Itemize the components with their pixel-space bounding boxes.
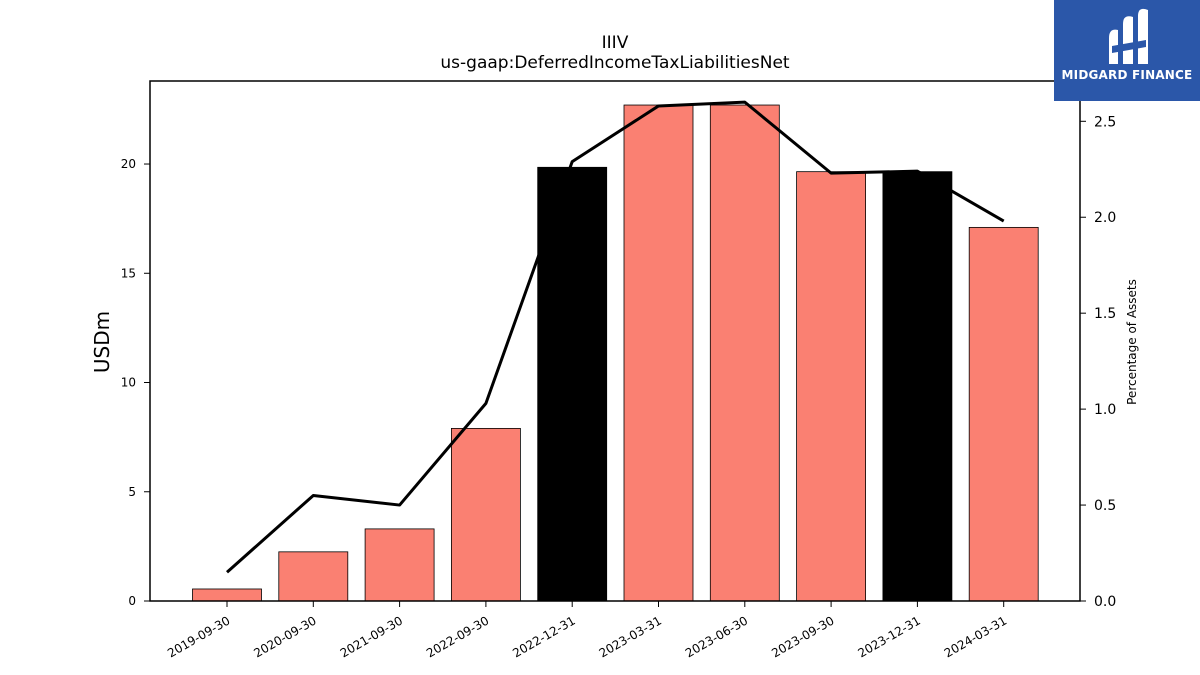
bar xyxy=(537,166,608,602)
bars-group xyxy=(192,104,1039,602)
chart-subtitle: us-gaap:DeferredIncomeTaxLiabilitiesNet xyxy=(440,53,790,73)
y2-tick-label: 0.5 xyxy=(1094,498,1116,514)
bar xyxy=(709,104,780,602)
bar xyxy=(796,171,866,602)
bar xyxy=(278,551,349,602)
plot-frame xyxy=(149,80,1081,602)
y2-axis-label: Percentage of Assets xyxy=(1125,279,1139,405)
y2-tick-label: 1.5 xyxy=(1094,306,1116,322)
y-tick-label: 5 xyxy=(128,485,136,499)
logo-text: MIDGARD FINANCE xyxy=(1061,68,1193,82)
x-tick-label: 2022-09-30 xyxy=(424,613,491,660)
bar xyxy=(623,104,694,602)
bar xyxy=(968,226,1039,602)
y-axis-label: USDm xyxy=(90,311,114,373)
percentage-line xyxy=(226,100,1005,574)
chart-title: IIIV xyxy=(602,33,629,53)
x-tick-label: 2022-12-31 xyxy=(510,613,577,660)
bar xyxy=(450,427,521,602)
bar xyxy=(192,588,262,602)
x-tick-label: 2023-03-31 xyxy=(597,613,664,660)
x-tick-label: 2021-09-30 xyxy=(338,613,405,660)
logo-mark-icon xyxy=(1109,8,1148,64)
y-ticks-group: 0 5 10 15 20 xyxy=(121,157,150,608)
y2-tick-label: 0.0 xyxy=(1094,594,1116,610)
y-tick-label: 20 xyxy=(121,157,136,171)
y2-tick-label: 2.0 xyxy=(1094,210,1116,226)
x-tick-label: 2023-06-30 xyxy=(683,613,750,660)
x-tick-label: 2020-09-30 xyxy=(251,613,318,660)
x-tick-label: 2023-09-30 xyxy=(769,613,836,660)
x-tick-label: 2019-09-30 xyxy=(165,613,232,660)
y-tick-label: 10 xyxy=(121,376,136,390)
y-tick-label: 0 xyxy=(128,594,136,608)
x-ticks-group: 2019-09-30 2020-09-30 2021-09-30 2022-09-30… xyxy=(165,601,1009,660)
line-group xyxy=(226,100,1005,574)
bar xyxy=(364,528,435,602)
bar xyxy=(882,171,953,602)
brand-logo: MIDGARD FINANCE xyxy=(1054,0,1200,101)
x-tick-label: 2024-03-31 xyxy=(942,613,1009,660)
y2-ticks-group: 0.0 0.5 1.0 1.5 2.0 2.5 xyxy=(1080,114,1116,610)
y2-tick-label: 1.0 xyxy=(1094,402,1116,418)
y2-tick-label: 2.5 xyxy=(1094,114,1116,130)
x-tick-label: 2023-12-31 xyxy=(855,613,922,660)
y-tick-label: 15 xyxy=(121,266,136,280)
